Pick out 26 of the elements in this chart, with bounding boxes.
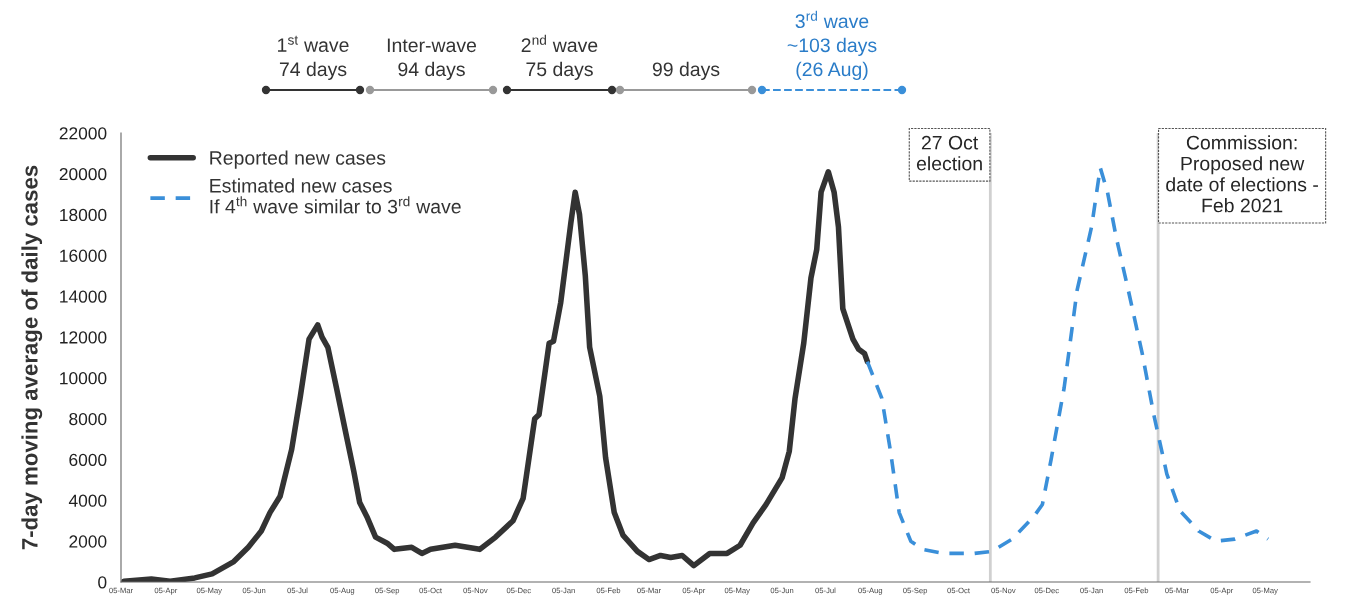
text: 1$^{st}$ wave (278, 35, 349, 53)
legend-label: Estimated new cases If 4$^{th}$ wave similar to 3$^{rd}$ wave (210, 178, 461, 214)
y-tick-label: 18000 (60, 208, 107, 222)
y-tick-label: 8000 (69, 412, 107, 426)
y-tick-label: 2000 (69, 535, 107, 548)
ref-line-label: Commission: Proposed new date of elections - Feb 2021 (1166, 135, 1318, 213)
y-axis-title: 7-day moving average of daily cases (21, 165, 43, 550)
y-tick-label: 4000 (68, 494, 107, 507)
y-tick-label: 20000 (59, 167, 107, 181)
y-tick-label: 10000 (60, 372, 107, 385)
y-tick-label: 0 (98, 576, 107, 589)
ref-line-label: 27 Oct election (916, 135, 982, 171)
text: Inter-wave (387, 38, 477, 53)
legend-label: Reported new cases (210, 150, 386, 169)
y-tick-label: 14000 (60, 290, 107, 303)
y-tick-label: 22000 (59, 127, 107, 140)
y-tick-label: 6000 (69, 453, 107, 467)
text: 3$^{rd}$ wave (795, 10, 869, 29)
text: 75 days (526, 61, 593, 80)
text: 74 days (279, 61, 347, 80)
text: 99 days (652, 61, 720, 80)
text: 94 days (398, 61, 465, 80)
y-tick-label: 16000 (60, 249, 107, 262)
y-tick-label: 12000 (60, 331, 107, 344)
text: 2$^{nd}$ wave (521, 34, 598, 53)
text: ~103 days (26 Aug) (787, 37, 877, 80)
